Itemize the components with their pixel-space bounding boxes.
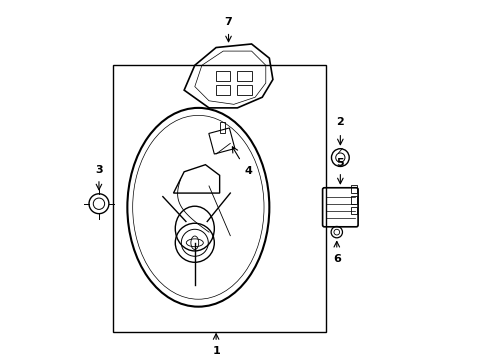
Text: 4: 4 — [244, 166, 251, 176]
Text: 1: 1 — [212, 346, 220, 356]
Bar — [216, 71, 230, 81]
Text: 7: 7 — [224, 17, 232, 27]
Bar — [237, 71, 251, 81]
Bar — [216, 85, 230, 95]
Text: 6: 6 — [332, 254, 340, 264]
Text: 2: 2 — [336, 117, 344, 127]
Text: 3: 3 — [95, 165, 102, 175]
Bar — [350, 185, 357, 193]
Bar — [237, 85, 251, 95]
Bar — [208, 128, 234, 154]
Text: 5: 5 — [336, 158, 344, 167]
Bar — [219, 122, 224, 133]
Bar — [350, 207, 357, 214]
Bar — [350, 196, 357, 204]
Bar — [113, 65, 325, 332]
